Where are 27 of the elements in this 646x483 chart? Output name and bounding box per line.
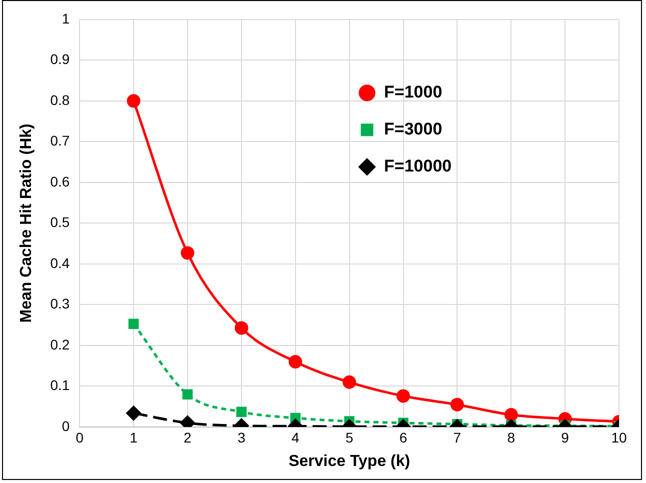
- y-tick-label: 0.7: [50, 132, 70, 149]
- y-tick-label: 0: [62, 418, 70, 434]
- x-tick-label: 5: [345, 429, 354, 446]
- x-tick-label: 9: [561, 429, 570, 446]
- legend-label: F=1000: [384, 82, 442, 102]
- y-axis-title: Mean Cache Hit Ratio (Hk): [18, 124, 36, 323]
- y-tick-label: 0.6: [50, 173, 70, 190]
- y-tick-label: 1: [62, 10, 70, 26]
- x-tick-label: 4: [292, 429, 300, 446]
- x-tick-label: 0: [76, 429, 84, 446]
- x-tick-label: 7: [453, 429, 462, 446]
- y-tick-label: 0.3: [50, 296, 70, 312]
- x-tick-label: 6: [399, 429, 408, 446]
- y-tick-label: 0.9: [50, 51, 70, 68]
- legend-label: F=10000: [384, 156, 452, 176]
- legend-label: F=3000: [384, 120, 442, 139]
- y-tick-label: 0.8: [50, 92, 70, 108]
- x-tick-label: 1: [130, 429, 138, 446]
- x-tick-label: 3: [238, 429, 246, 446]
- x-tick-label: 10: [611, 429, 627, 446]
- y-tick-label: 0.5: [50, 214, 70, 230]
- y-tick-label: 0.2: [50, 336, 70, 352]
- x-tick-label: 2: [184, 429, 192, 446]
- y-tick-label: 0.1: [50, 377, 70, 394]
- y-tick-label: 0.4: [50, 254, 70, 271]
- x-axis-title: Service Type (k): [288, 452, 410, 470]
- x-tick-label: 8: [507, 429, 516, 446]
